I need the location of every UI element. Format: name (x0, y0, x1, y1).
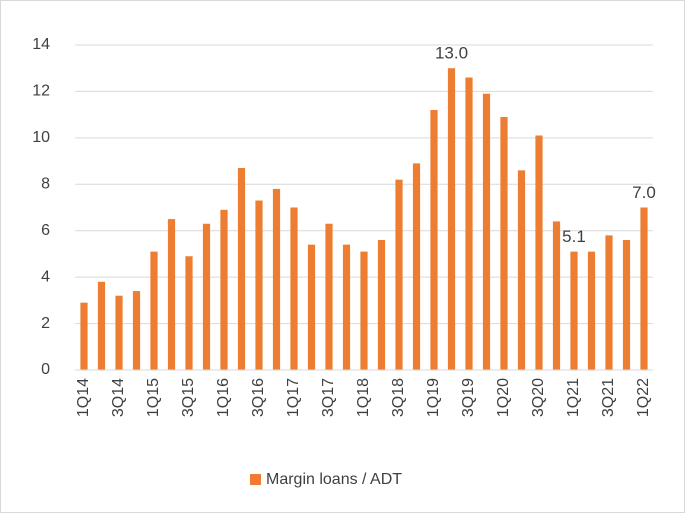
bar (325, 223, 333, 370)
bar (220, 209, 228, 370)
x-tick-label: 3Q20 (530, 378, 547, 417)
bar (167, 219, 176, 370)
bar (115, 295, 123, 370)
x-tick-label: 1Q18 (355, 378, 372, 417)
x-tick-label: 3Q21 (600, 378, 617, 417)
x-tick-label: 3Q17 (320, 378, 337, 417)
bar (185, 256, 193, 370)
bar (272, 188, 281, 370)
y-tick-label: 8 (41, 176, 50, 193)
bar (202, 223, 211, 370)
bar (552, 221, 561, 370)
x-tick-label: 1Q17 (285, 378, 302, 417)
bar (570, 251, 578, 370)
y-tick-label: 0 (41, 361, 50, 378)
bar (535, 135, 543, 370)
bar (342, 244, 351, 370)
bar (237, 168, 246, 370)
x-tick-label: 1Q14 (75, 378, 92, 417)
data-label: 13.0 (435, 44, 468, 63)
y-tick-label: 4 (41, 268, 50, 285)
data-label: 5.1 (562, 227, 586, 246)
bar (132, 291, 141, 370)
x-tick-label: 3Q19 (460, 378, 477, 417)
x-tick-label: 3Q16 (250, 378, 267, 417)
y-tick-label: 12 (32, 83, 50, 100)
x-tick-label: 1Q16 (215, 378, 232, 417)
x-tick-label: 3Q14 (110, 378, 127, 417)
bar (482, 93, 491, 370)
legend-label: Margin loans / ADT (266, 471, 402, 488)
bar (97, 281, 106, 370)
x-tick-label: 1Q19 (425, 378, 442, 417)
x-tick-label: 1Q22 (635, 378, 652, 417)
bar (447, 68, 456, 370)
bar (377, 240, 386, 370)
bar (307, 244, 316, 370)
bar (80, 302, 88, 370)
bar (465, 77, 473, 370)
bar (360, 251, 368, 370)
y-tick-label: 6 (41, 222, 50, 239)
x-tick-label: 1Q20 (495, 378, 512, 417)
bar (430, 110, 438, 370)
bar (587, 251, 596, 370)
bar (622, 240, 631, 370)
y-tick-label: 10 (32, 129, 50, 146)
x-tick-label: 1Q15 (145, 378, 162, 417)
bar (395, 179, 403, 370)
bar (255, 200, 263, 370)
bar (605, 235, 613, 370)
bar (500, 116, 508, 370)
x-tick-label: 1Q21 (565, 378, 582, 417)
bar (640, 207, 648, 370)
x-tick-label: 3Q15 (180, 378, 197, 417)
bar (290, 207, 298, 370)
legend-swatch (250, 474, 261, 485)
bar (517, 170, 526, 370)
y-tick-label: 14 (32, 36, 50, 53)
bar (412, 163, 421, 370)
bar (150, 251, 158, 370)
data-label: 7.0 (632, 183, 656, 202)
y-tick-label: 2 (41, 315, 50, 332)
x-tick-label: 3Q18 (390, 378, 407, 417)
